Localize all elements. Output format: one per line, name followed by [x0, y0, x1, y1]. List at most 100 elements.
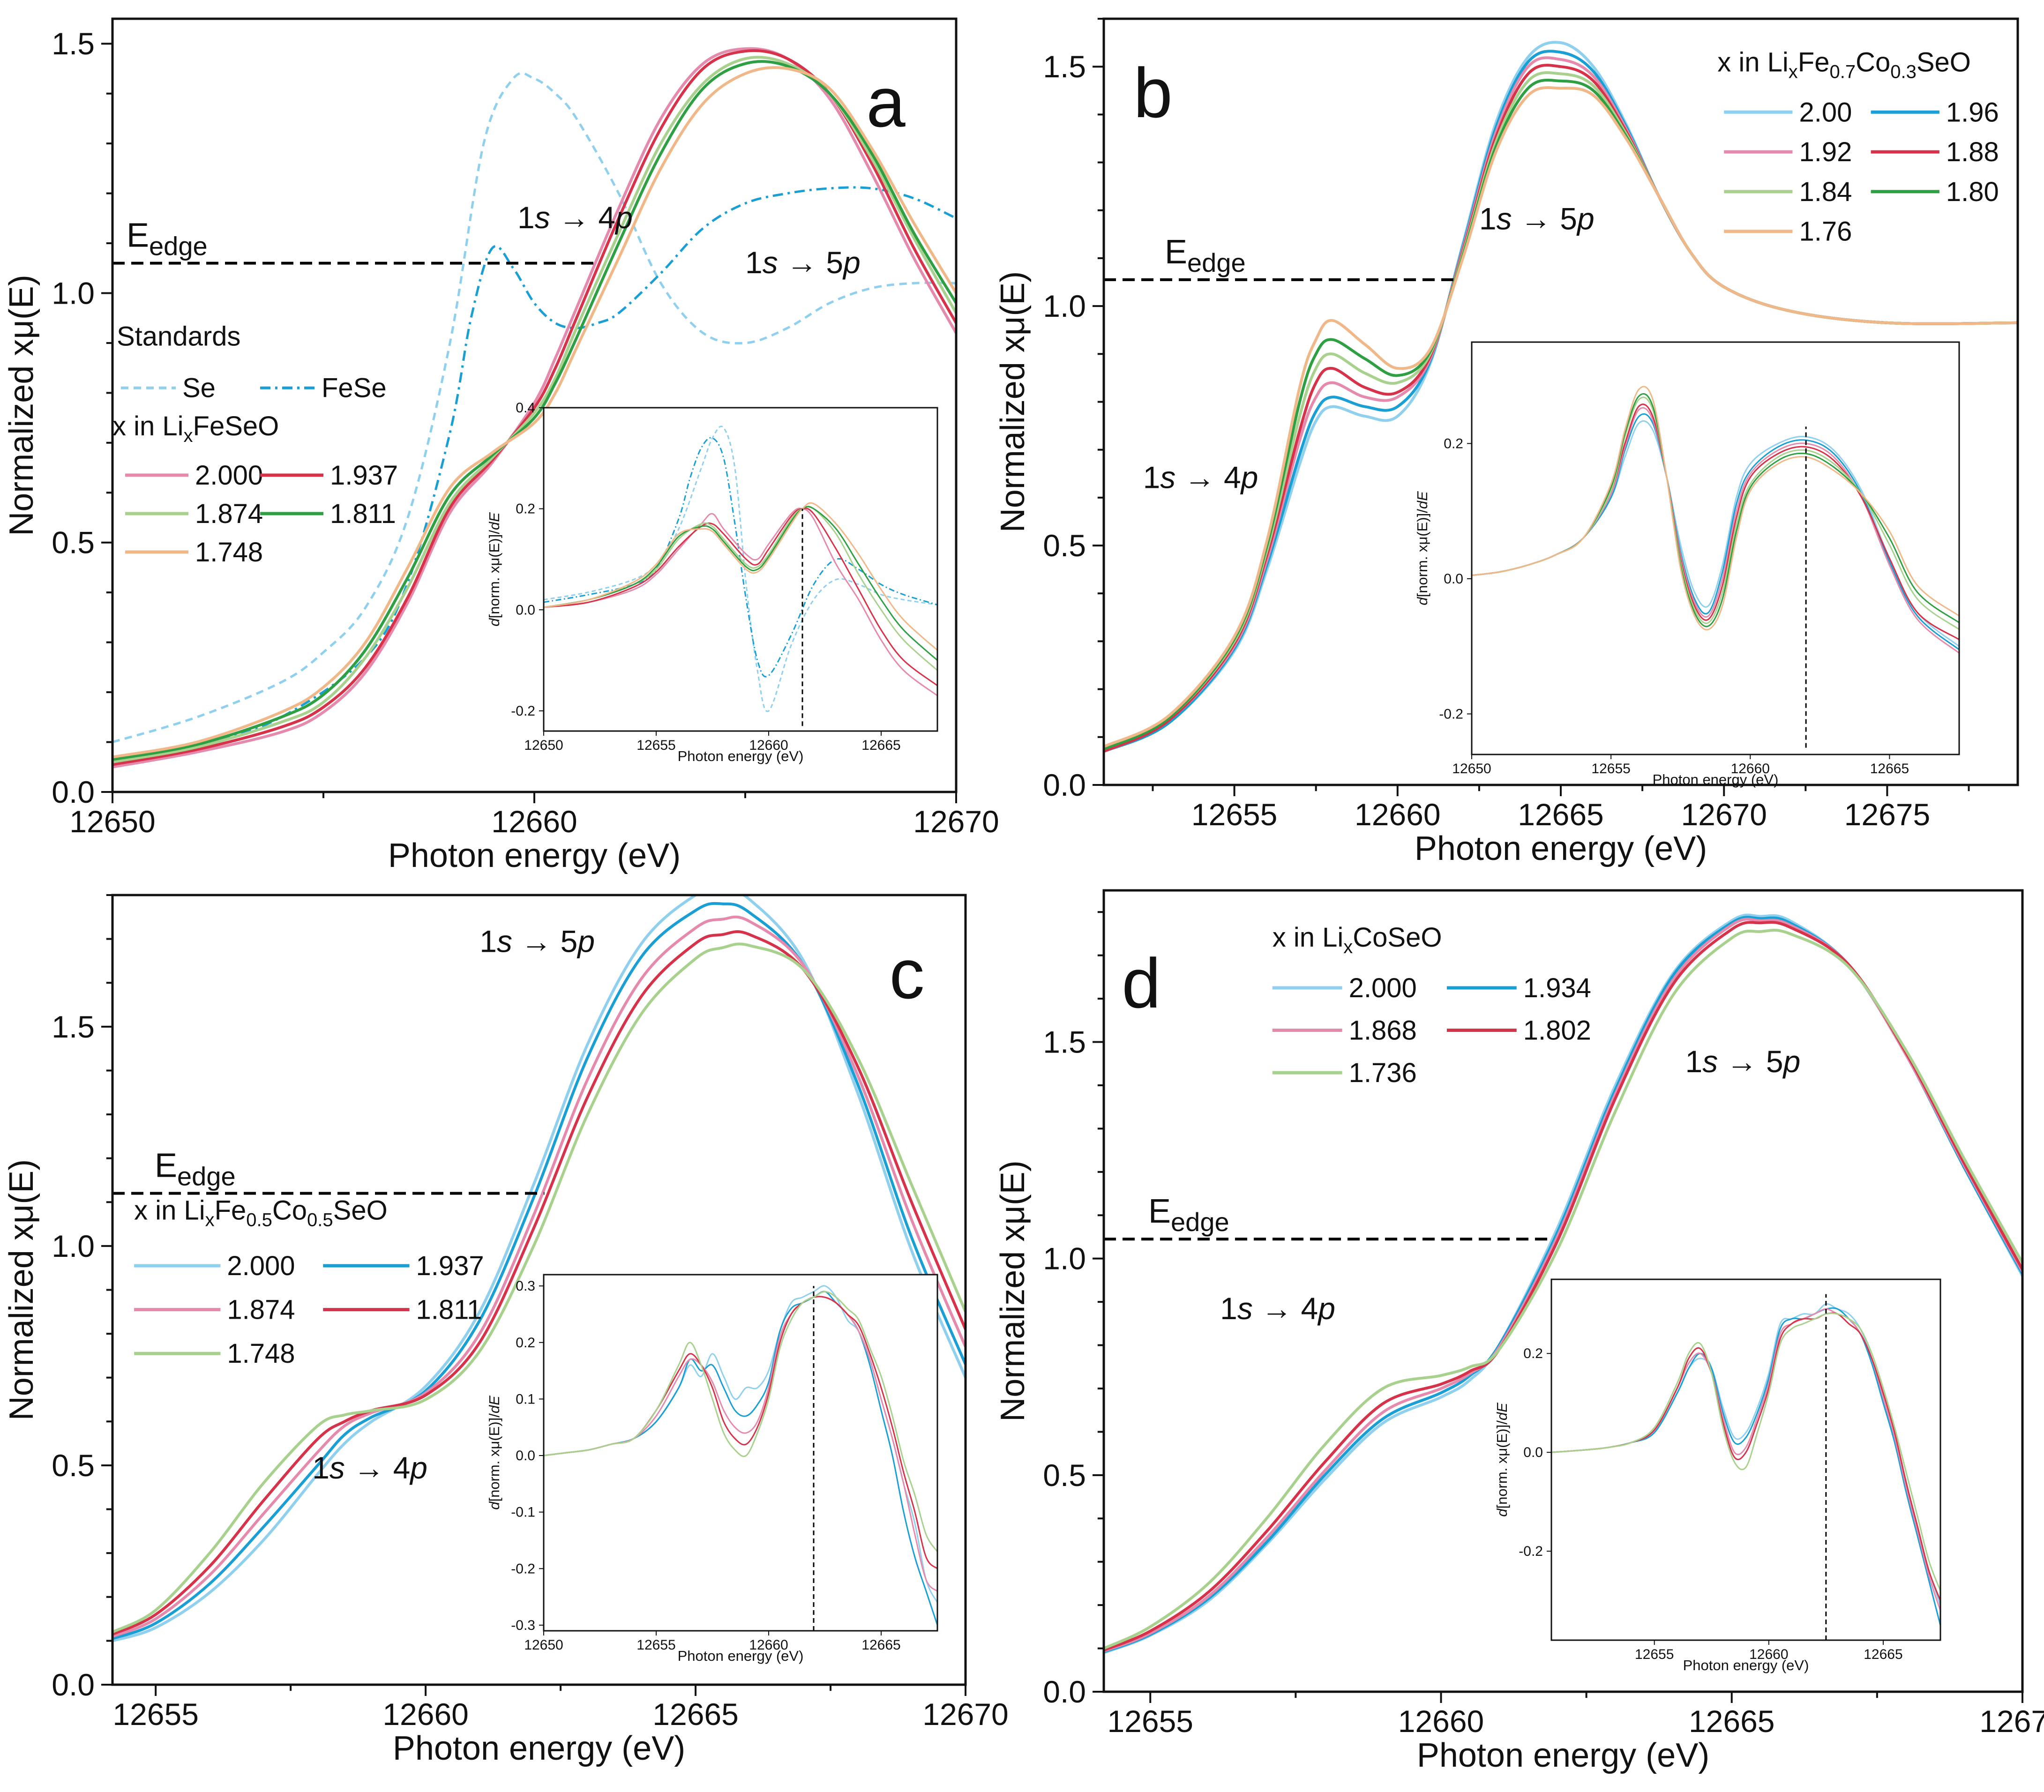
- series-line-inset-1.934: [1551, 1307, 1940, 1626]
- series-line-1.937: [112, 902, 966, 1640]
- x-tick-label: 12650: [69, 804, 156, 839]
- inset-y-tick-label: 0.3: [516, 1278, 535, 1294]
- inset-x-tick-label: 12660: [749, 738, 788, 753]
- inset-x-tick-label: 12665: [1864, 1647, 1902, 1662]
- y-tick-label: 1.5: [1043, 49, 1086, 84]
- series-line-inset-1.76: [1472, 386, 1959, 631]
- inset-y-tick-label: -0.3: [511, 1618, 535, 1633]
- legend-label: 1.937: [330, 460, 398, 491]
- inset-y-tick-label: 0.2: [1444, 436, 1463, 451]
- inset-y-axis-title: d[norm. xμ(E)]/dE: [486, 1396, 502, 1510]
- series-line-inset-1.937: [544, 1291, 937, 1626]
- transition-annotation: 1s → 5p: [745, 245, 861, 280]
- edge-label: Eedge: [1165, 233, 1246, 277]
- inset-y-tick-label: -0.2: [511, 703, 535, 719]
- y-tick-label: 1.5: [52, 26, 95, 61]
- inset-frame: [543, 407, 938, 732]
- series-line-1.874: [112, 915, 966, 1638]
- inset-y-tick-label: 0.0: [516, 1448, 535, 1463]
- x-tick-label: 12670: [1681, 797, 1767, 832]
- legend-label: 1.748: [195, 537, 263, 567]
- y-tick-label: 0.0: [1043, 1674, 1086, 1709]
- legend: x in LixFe0.5Co0.5SeO 2.000 1.937 1.874 1.81…: [134, 1195, 484, 1369]
- inset-a: 12650 12655 12660 12665 -0.2 0.0 0.2 0.4 Photon …: [486, 400, 938, 764]
- inset-background: [1551, 1279, 1940, 1640]
- transition-annotation: 1s → 5p: [479, 924, 595, 959]
- y-axis-title: Normalized xμ(E): [994, 271, 1032, 533]
- inset-x-tick-label: 12655: [636, 738, 675, 753]
- series-line-2.000: [112, 895, 966, 1643]
- inset-x-tick-label: 12650: [524, 738, 563, 753]
- x-tick-label: 12665: [652, 1697, 739, 1732]
- inset-y-tick-label: 0.2: [516, 1335, 535, 1351]
- legend-label: FeSe: [322, 373, 387, 403]
- inset-b: 12650 12655 12660 12665 -0.2 0.0 0.2 Photon ene…: [1414, 341, 1960, 788]
- inset-y-tick-label: 0.2: [1523, 1346, 1543, 1361]
- y-tick-label: 1.0: [1043, 1241, 1086, 1276]
- legend-label: 2.000: [1349, 973, 1417, 1003]
- edge-label: Eedge: [155, 1147, 236, 1191]
- legend-label: 1.937: [416, 1251, 484, 1281]
- series-line-1.811: [112, 930, 966, 1636]
- inset-y-axis-title: d[norm. xμ(E)]/dE: [1414, 491, 1430, 605]
- inset-x-axis-title: Photon energy (eV): [678, 748, 804, 764]
- series-line-inset-1.748: [544, 1291, 937, 1552]
- legend-label: 1.868: [1349, 1015, 1417, 1046]
- y-tick-label: 0.5: [1043, 528, 1086, 563]
- y-tick-label: 0.5: [1043, 1458, 1086, 1493]
- inset-y-tick-label: 0.4: [516, 400, 535, 416]
- inset-background: [544, 408, 937, 731]
- series-line-1.748: [112, 66, 956, 759]
- legend-label: 1.811: [416, 1295, 482, 1325]
- x-tick-label: 12665: [1518, 797, 1604, 832]
- x-tick-label: 12655: [1191, 797, 1278, 832]
- x-tick-label: 12675: [1844, 797, 1931, 832]
- inset-x-tick-label: 12655: [636, 1637, 675, 1653]
- inset-x-tick-label: 12665: [1870, 761, 1909, 777]
- inset-background: [1472, 342, 1959, 754]
- y-tick-label: 0.5: [52, 525, 95, 560]
- legend: x in LixCoSeO 2.000 1.934 1.868 1.802 1.736: [1272, 922, 1591, 1088]
- inset-y-tick-label: 0.1: [516, 1391, 535, 1407]
- legend-title: x in LixCoSeO: [1273, 922, 1442, 957]
- legend-title: x in LixFe0.5Co0.5SeO: [134, 1195, 388, 1231]
- series-line-2.000: [112, 47, 956, 769]
- inset-y-tick-label: -0.2: [511, 1561, 535, 1576]
- legend-title: Standards: [117, 321, 240, 351]
- legend-label: 1.96: [1946, 97, 1999, 127]
- x-tick-label: 12660: [491, 804, 577, 839]
- inset-x-tick-label: 12650: [524, 1637, 563, 1653]
- series-line-inset-FeSe: [544, 437, 937, 678]
- y-tick-label: 1.5: [52, 1009, 95, 1044]
- inset-x-tick-label: 12650: [1452, 761, 1491, 777]
- legend-label: 1.811: [330, 499, 396, 529]
- inset-y-tick-label: -0.1: [511, 1505, 535, 1520]
- series-line-inset-1.736: [1551, 1313, 1940, 1591]
- series-line-inset-1.874: [544, 506, 937, 671]
- series-line-inset-1.802: [1551, 1312, 1940, 1601]
- frame: [1102, 889, 2024, 1693]
- panel-letter: b: [1133, 53, 1172, 132]
- x-axis-title: Photon energy (eV): [388, 837, 681, 874]
- legend-label: 1.80: [1946, 177, 1999, 207]
- inset-x-tick-label: 12655: [1635, 1647, 1674, 1662]
- inset-y-tick-label: -0.2: [1439, 706, 1463, 722]
- legend: Standards Se FeSe: [117, 321, 387, 403]
- inset-x-tick-label: 12660: [1749, 1647, 1788, 1662]
- transition-annotation: 1s → 4p: [517, 200, 633, 235]
- legend-label: 1.748: [227, 1338, 295, 1369]
- inset-x-tick-label: 12665: [861, 1637, 900, 1653]
- legend-label: 1.874: [227, 1295, 295, 1325]
- panel-letter: c: [890, 934, 925, 1013]
- series-line-inset-1.748: [544, 502, 937, 651]
- series-line-1.811: [112, 60, 956, 761]
- inset-frame: [1550, 1278, 1941, 1641]
- y-axis-title: Normalized xμ(E): [994, 1160, 1032, 1422]
- x-axis-title: Photon energy (eV): [1415, 830, 1707, 867]
- inset-y-tick-label: 0.0: [516, 602, 535, 618]
- legend-label: 2.00: [1799, 97, 1852, 127]
- inset-frame: [543, 1274, 938, 1632]
- x-tick-label: 12655: [1107, 1704, 1193, 1739]
- x-tick-label: 12670: [1979, 1704, 2044, 1739]
